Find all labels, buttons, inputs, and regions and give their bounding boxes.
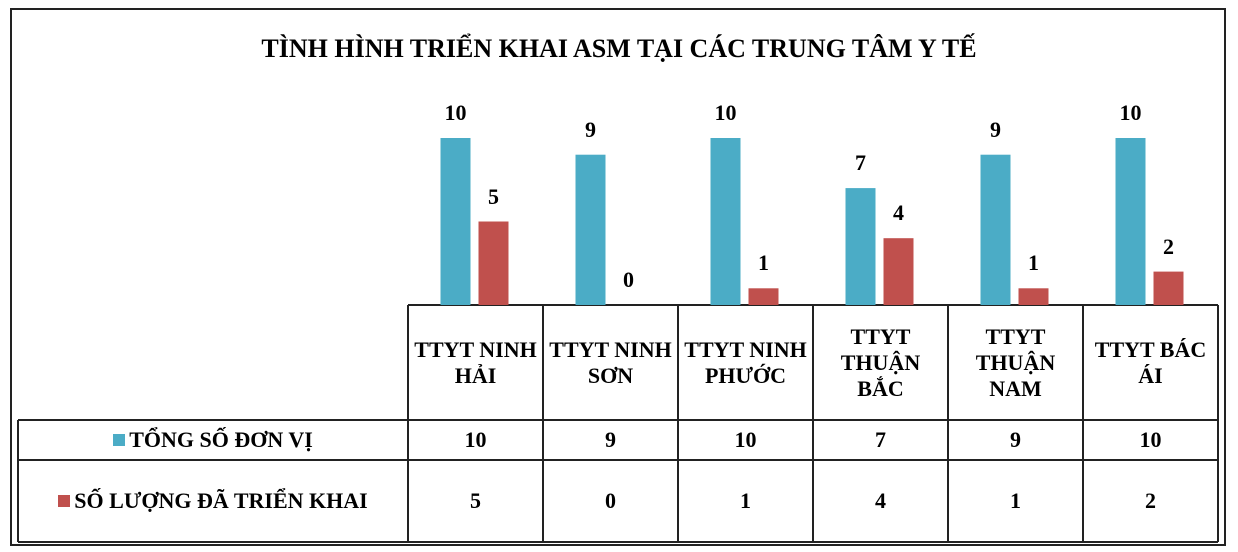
table-value: 10: [464, 427, 487, 452]
legend-swatch: [113, 434, 126, 446]
table-value: 9: [605, 427, 616, 452]
table-value: 2: [1145, 488, 1156, 513]
bar: [710, 138, 741, 305]
table-value: 0: [605, 488, 616, 513]
table-value: 9: [1010, 427, 1021, 452]
bar: [1018, 288, 1049, 305]
category-label: TTYT BÁC ÁI: [1094, 336, 1207, 388]
data-label: 9: [585, 116, 596, 142]
table-value: 10: [734, 427, 757, 452]
table-value: 10: [1139, 427, 1162, 452]
data-label: 1: [758, 250, 769, 276]
table-value: 5: [470, 488, 481, 513]
data-label: 7: [855, 150, 866, 176]
legend-label: TỔNG SỐ ĐƠN VỊ: [129, 427, 313, 452]
bar: [980, 154, 1011, 305]
data-label: 1: [1028, 250, 1039, 276]
category-label: TTYT NINH SƠN: [549, 336, 672, 388]
data-label: 10: [714, 100, 737, 125]
table-value: 4: [875, 488, 886, 513]
table-value: 1: [1010, 488, 1021, 513]
bar: [1115, 138, 1146, 305]
chart-title: TÌNH HÌNH TRIỂN KHAI ASM TẠI CÁC TRUNG T…: [261, 34, 977, 63]
bar: [748, 288, 779, 305]
category-label: TTYT NINH PHƯỚC: [684, 336, 807, 388]
legend-label: SỐ LƯỢNG ĐÃ TRIỂN KHAI: [74, 488, 368, 513]
bar: [1153, 271, 1184, 305]
legend-item: TỔNG SỐ ĐƠN VỊ: [18, 420, 408, 460]
bar: [478, 221, 509, 305]
category-label: TTYT NINH HẢI: [414, 336, 537, 388]
legend-item: SỐ LƯỢNG ĐÃ TRIỂN KHAI: [18, 460, 408, 542]
bar: [440, 138, 471, 305]
data-label: 5: [488, 183, 499, 209]
category-label: TTYT THUẬN NAM: [975, 323, 1056, 401]
table-value: 1: [740, 488, 751, 513]
legend-swatch: [58, 495, 71, 507]
category-label: TTYT THUẬN BẮC: [840, 323, 921, 401]
chart-frame: [10, 8, 1226, 546]
bar: [883, 238, 914, 305]
bar: [845, 188, 876, 305]
data-label: 10: [1119, 100, 1142, 125]
data-label: 9: [990, 116, 1001, 142]
data-label: 0: [623, 267, 634, 292]
table-value: 7: [875, 427, 886, 452]
bar: [575, 154, 606, 305]
data-label: 4: [893, 200, 904, 226]
data-label: 10: [444, 100, 467, 125]
data-label: 2: [1163, 233, 1174, 259]
